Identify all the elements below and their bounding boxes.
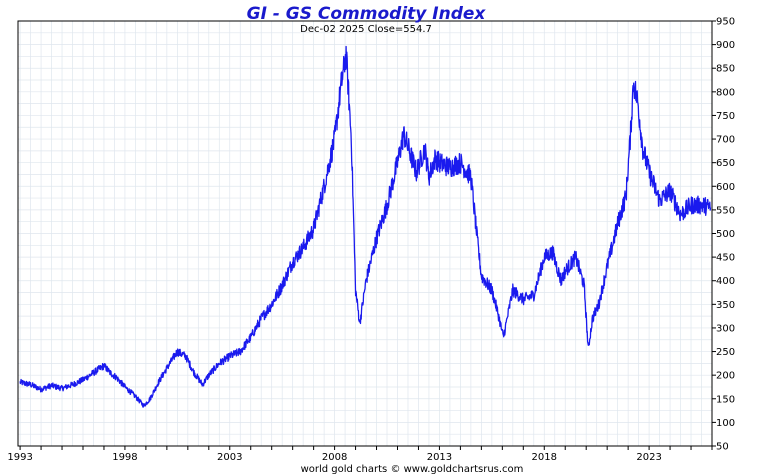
x-tick-label: 2023 <box>636 452 661 463</box>
y-tick-label: 650 <box>716 158 735 169</box>
x-tick-label: 1998 <box>112 452 137 463</box>
y-tick-label: 550 <box>716 205 735 216</box>
y-axis: 50 100 150 200 250 300 350 400 450 500 550 600 650 70… <box>712 17 735 453</box>
y-tick-label: 100 <box>716 418 735 429</box>
y-tick-label: 400 <box>716 276 735 287</box>
y-tick-label: 250 <box>716 347 735 358</box>
y-tick-label: 600 <box>716 182 735 193</box>
x-tick-label: 2008 <box>322 452 347 463</box>
y-tick-label: 800 <box>716 87 735 98</box>
y-tick-label: 50 <box>716 442 729 453</box>
y-tick-label: 200 <box>716 371 735 382</box>
x-tick-label: 2003 <box>217 452 242 463</box>
x-tick-label: 1993 <box>7 452 32 463</box>
chart-subtitle: Dec-02 2025 Close=554.7 <box>300 24 432 35</box>
y-tick-label: 500 <box>716 229 735 240</box>
y-tick-label: 150 <box>716 394 735 405</box>
y-tick-label: 750 <box>716 111 735 122</box>
y-tick-label: 700 <box>716 135 735 146</box>
chart-credit: world gold charts © www.goldchartsrus.co… <box>301 464 524 475</box>
series-line <box>19 45 712 408</box>
y-tick-label: 950 <box>716 17 735 28</box>
y-tick-label: 450 <box>716 253 735 264</box>
x-axis: 1993 1998 2003 2008 2013 2018 2023 <box>7 446 713 463</box>
y-tick-label: 350 <box>716 300 735 311</box>
y-tick-label: 850 <box>716 64 735 75</box>
x-tick-label: 2018 <box>532 452 557 463</box>
y-tick-label: 900 <box>716 40 735 51</box>
x-tick-label: 2013 <box>427 452 452 463</box>
chart-title: GI - GS Commodity Index <box>247 4 487 24</box>
y-tick-label: 300 <box>716 323 735 334</box>
